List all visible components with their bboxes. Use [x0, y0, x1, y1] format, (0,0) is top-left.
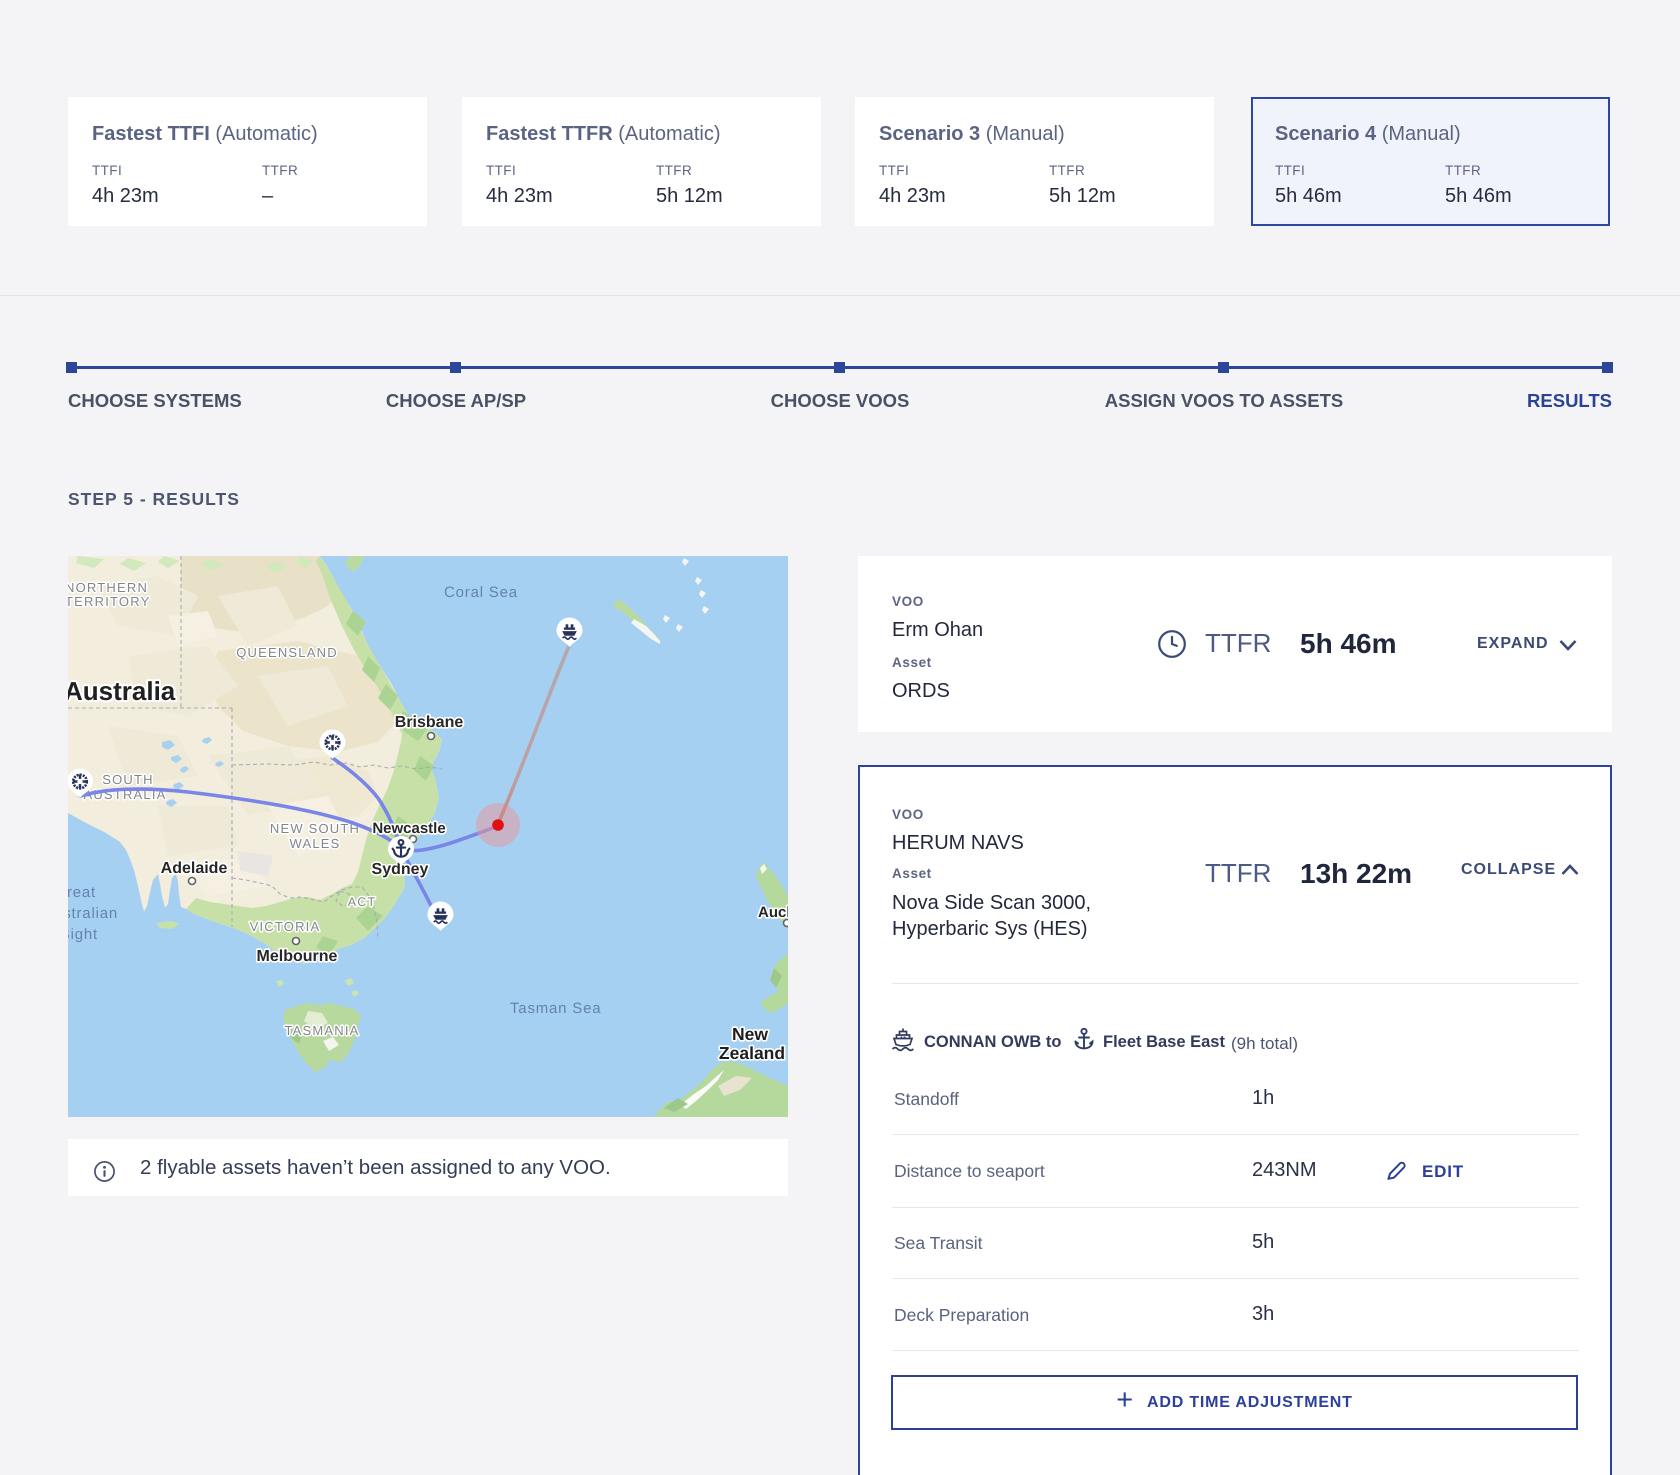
svg-text:Auckland: Auckland — [758, 904, 788, 921]
svg-text:ACT: ACT — [348, 895, 377, 909]
svg-text:VICTORIA: VICTORIA — [250, 919, 321, 934]
svg-text:NORTHERN: NORTHERN — [68, 580, 148, 595]
svg-text:Sydney: Sydney — [372, 861, 429, 878]
svg-text:Newcastle: Newcastle — [372, 820, 445, 837]
svg-text:Zealand: Zealand — [719, 1043, 785, 1063]
svg-text:Brisbane: Brisbane — [395, 714, 464, 731]
svg-text:QUEENSLAND: QUEENSLAND — [236, 645, 338, 660]
svg-text:TASMANIA: TASMANIA — [284, 1023, 359, 1038]
svg-text:Great: Great — [68, 884, 96, 901]
svg-text:NEW SOUTH: NEW SOUTH — [270, 821, 360, 836]
svg-text:TERRITORY: TERRITORY — [68, 594, 150, 609]
svg-text:Coral Sea: Coral Sea — [444, 584, 518, 601]
svg-text:Australian: Australian — [68, 905, 118, 922]
svg-text:Melbourne: Melbourne — [257, 948, 338, 965]
svg-text:Tasman Sea: Tasman Sea — [510, 1000, 601, 1017]
svg-text:Australia: Australia — [68, 676, 176, 706]
svg-text:SOUTH: SOUTH — [102, 772, 154, 787]
svg-text:WALES: WALES — [289, 836, 340, 851]
svg-text:New: New — [732, 1024, 768, 1044]
svg-text:Adelaide: Adelaide — [161, 860, 228, 877]
svg-text:Bight: Bight — [68, 926, 98, 943]
